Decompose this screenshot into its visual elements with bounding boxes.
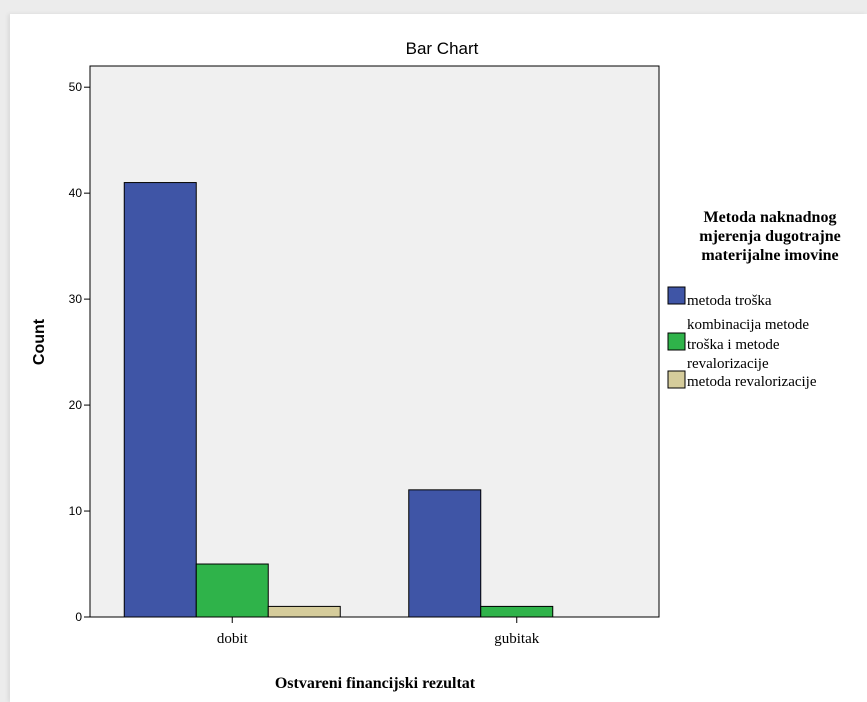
y-tick-label-0: 0 (75, 610, 82, 624)
x-tick-label-dobit: dobit (217, 631, 249, 647)
legend-swatch-kombinacija-metode-troska-i-metode-revalorizacije (667, 332, 686, 351)
y-tick-label-20: 20 (69, 398, 83, 412)
bar-dobit-kombinacija-metode-troska-i-metode-revalorizacije (195, 563, 269, 618)
bar-gubitak-metoda-troska (408, 489, 482, 618)
legend-title-line-1: Metoda naknadnog (704, 209, 837, 226)
legend-label-kombinacija-metode-troska-i-metode-revalorizacije-line-1: kombinacija metode (687, 317, 809, 333)
x-tick-label-gubitak: gubitak (494, 631, 539, 647)
legend-label-kombinacija-metode-troska-i-metode-revalorizacije-line-3: revalorizacije (687, 356, 769, 372)
legend-label-metoda-revalorizacije-line-1: metoda revalorizacije (687, 374, 817, 390)
legend-label-metoda-troska-line-1: metoda troška (687, 293, 772, 309)
bar-dobit-metoda-troska (123, 182, 197, 618)
y-tick-label-10: 10 (69, 504, 83, 518)
y-tick-label-30: 30 (69, 292, 83, 306)
bar-dobit-metoda-revalorizacije (267, 605, 341, 618)
legend-title-line-2: mjerenja dugotrajne (699, 228, 840, 245)
chart-panel: Bar Chart 0 10 20 30 40 50 dobit gubitak Count… (10, 14, 867, 702)
bar-chart: Bar Chart 0 10 20 30 40 50 dobit gubitak Count… (31, 39, 841, 692)
x-axis-label: Ostvareni financijski rezultat (275, 675, 476, 692)
bar-gubitak-kombinacija-metode-troska-i-metode-revalorizacije (480, 605, 554, 618)
legend-swatch-metoda-revalorizacije (667, 370, 686, 389)
y-axis: 0 10 20 30 40 50 (69, 80, 90, 624)
y-tick-label-40: 40 (69, 186, 83, 200)
y-axis-label: Count (31, 318, 48, 365)
legend-label-kombinacija-metode-troska-i-metode-revalorizacije-line-2: troška i metode (687, 337, 780, 353)
chart-title: Bar Chart (406, 39, 479, 58)
x-axis: dobit gubitak (217, 617, 540, 647)
bars-group (123, 182, 554, 618)
y-tick-label-50: 50 (69, 80, 83, 94)
legend-title-line-3: materijalne imovine (701, 247, 838, 264)
legend: Metoda naknadnog mjerenja dugotrajne mater… (667, 209, 841, 390)
legend-swatch-metoda-troska (667, 286, 686, 305)
